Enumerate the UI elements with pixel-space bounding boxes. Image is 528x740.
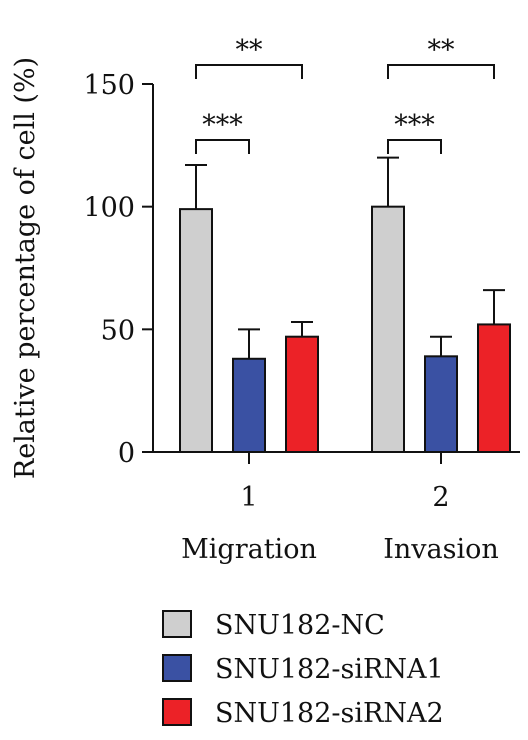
bar-snu182-sirna2	[477, 323, 511, 453]
significance-bracket	[387, 139, 442, 154]
significance-bracket	[195, 64, 303, 79]
y-tick-label: 0	[118, 438, 135, 469]
bar-snu182-nc	[371, 205, 405, 453]
legend-swatch	[162, 610, 192, 638]
significance-label: **	[236, 35, 264, 66]
x-tick-label: 2	[432, 482, 449, 513]
significance-bracket	[387, 64, 495, 79]
legend-label: SNU182-siRNA1	[215, 654, 444, 685]
legend-label: SNU182-NC	[215, 610, 385, 641]
legend-swatch	[162, 654, 192, 682]
bar-snu182-nc	[179, 208, 213, 453]
legend-label: SNU182-siRNA2	[215, 698, 444, 729]
significance-label: ***	[394, 110, 435, 141]
y-axis-label: Relative percentage of cell (%)	[10, 57, 41, 479]
x-group-label: Invasion	[383, 534, 499, 565]
significance-bracket	[195, 139, 250, 154]
y-tick-label: 100	[83, 193, 135, 224]
y-tick-label: 150	[83, 70, 135, 101]
legend: SNU182-NC SNU182-siRNA1 SNU182-siRNA2	[162, 610, 444, 729]
x-group-label: Migration	[181, 534, 317, 565]
significance-label: **	[428, 35, 456, 66]
legend-swatch	[162, 698, 192, 726]
x-tick-label: 1	[240, 482, 257, 513]
bar-snu182-sirna1	[232, 357, 266, 454]
bar-snu182-sirna1	[424, 355, 458, 454]
y-tick-label: 50	[101, 315, 135, 346]
significance-label: ***	[202, 110, 243, 141]
bar-snu182-sirna2	[285, 335, 319, 453]
